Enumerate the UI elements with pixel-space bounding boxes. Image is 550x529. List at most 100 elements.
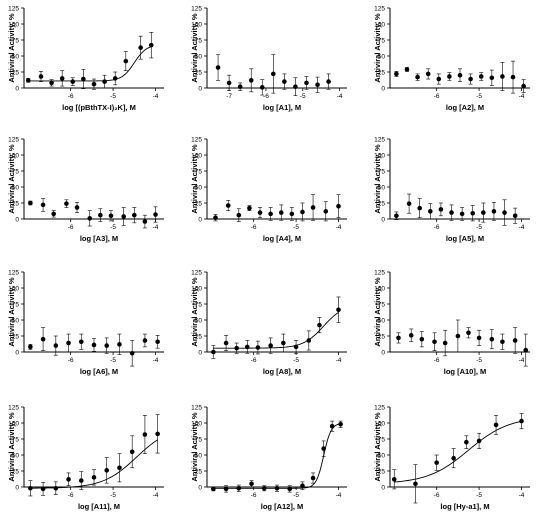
y-tick-label: 75: [12, 301, 20, 308]
y-axis-title: Antiviral Activity, %: [7, 412, 16, 482]
y-tick-label: 0: [381, 484, 385, 491]
data-point: [478, 74, 484, 79]
data-point: [155, 339, 160, 345]
x-axis-title: log [A10], M: [444, 367, 487, 376]
plot-area: 0 25 50 75 100 125 -6 -5 -4: [374, 269, 530, 367]
x-tick-label: -4: [337, 93, 343, 100]
data-point: [466, 330, 471, 336]
y-tick-label: 50: [195, 317, 203, 324]
data-point: [419, 336, 425, 342]
y-tick-label: 75: [12, 37, 20, 44]
y-tick-label: 50: [378, 53, 386, 60]
data-point: [274, 485, 280, 491]
data-point: [438, 207, 444, 212]
data-point: [236, 212, 242, 218]
data-point: [104, 468, 110, 473]
x-tick-label: -5: [110, 93, 116, 100]
y-tick-label: 0: [381, 85, 385, 92]
plot-area: 0 25 50 75 100 125 -6 -5 -4: [374, 5, 530, 100]
data-point: [415, 74, 420, 80]
y-tick-label: 25: [195, 200, 203, 207]
y-tick-label: 100: [374, 420, 385, 427]
data-point: [117, 465, 122, 471]
x-tick-label: -4: [153, 492, 159, 499]
y-tick-label: 0: [198, 216, 202, 223]
y-tick-label: 0: [15, 349, 19, 356]
data-point: [237, 84, 243, 90]
y-tick-label: 50: [195, 53, 203, 60]
data-point: [78, 339, 84, 345]
y-axis-title: Antiviral Activity, %: [373, 277, 382, 347]
x-tick-label: -6: [434, 93, 440, 100]
data-point: [500, 339, 505, 345]
x-tick-label: -4: [336, 224, 342, 231]
data-point: [459, 211, 465, 217]
panel-a12: Antiviral Activity, % 0 25 50 75 100 125 -6 -5 -…: [190, 404, 347, 511]
y-tick-label: 100: [8, 420, 19, 427]
x-tick-label: -4: [153, 93, 159, 100]
data-point: [493, 422, 499, 428]
y-axis-title: Antiviral Activity, %: [190, 13, 199, 83]
y-tick-label: 50: [12, 184, 20, 191]
x-axis-title: log [A2], M: [446, 103, 484, 112]
data-point: [287, 486, 293, 492]
data-point: [468, 76, 473, 82]
data-point: [300, 483, 305, 489]
data-point: [261, 485, 267, 491]
x-axis-title: log [A12], M: [261, 502, 304, 511]
data-point: [155, 431, 160, 437]
data-point: [281, 340, 286, 346]
data-point: [293, 344, 299, 350]
data-point: [117, 342, 122, 347]
y-tick-label: 100: [374, 285, 385, 292]
y-tick-label: 25: [12, 333, 20, 340]
plot-area: 0 25 50 75 100 125 -6 -5 -4: [191, 136, 347, 231]
y-tick-label: 75: [378, 436, 386, 443]
data-point: [142, 219, 148, 224]
y-tick-label: 25: [195, 468, 203, 475]
y-tick-label: 125: [191, 5, 202, 12]
x-axis-title: log [Hy-a1], M: [440, 502, 489, 511]
data-point: [519, 418, 524, 424]
x-tick-label: -6: [68, 224, 74, 231]
data-point: [428, 209, 433, 214]
data-point: [282, 79, 287, 84]
y-tick-label: 25: [12, 200, 20, 207]
data-point: [432, 339, 437, 345]
y-axis-title: Antiviral Activity, %: [7, 13, 16, 83]
y-tick-label: 75: [378, 301, 386, 308]
data-point: [304, 80, 309, 86]
y-tick-label: 125: [374, 136, 385, 143]
data-point: [25, 78, 31, 83]
y-tick-label: 0: [198, 85, 202, 92]
panel-a5: Antiviral Activity, % 0 25 50 75 100 125 -6 -5 -…: [373, 136, 530, 243]
x-tick-label: -5: [476, 357, 482, 364]
y-tick-label: 25: [378, 69, 386, 76]
data-point: [268, 343, 273, 348]
plot-area: 0 25 50 75 100 125 -7 -6 -5 -4: [191, 5, 347, 100]
y-tick-label: 0: [15, 216, 19, 223]
x-axis-title: log [A1], M: [263, 103, 301, 112]
plot-area: 0 25 50 75 100 125 -6 -5 -4: [191, 269, 347, 364]
y-tick-label: 100: [191, 152, 202, 159]
x-tick-label: -4: [336, 492, 342, 499]
data-point: [442, 340, 448, 346]
x-tick-label: -6: [68, 93, 74, 100]
x-tick-label: -4: [153, 357, 159, 364]
data-point: [502, 210, 507, 215]
y-tick-label: 125: [374, 269, 385, 276]
y-tick-label: 75: [195, 436, 203, 443]
data-point: [317, 322, 322, 328]
plot-area: 0 25 50 75 100 125 -6 -5 -4: [8, 136, 164, 231]
data-point: [249, 481, 254, 487]
plot-area: 0 25 50 75 100 125 -6 -5 -4: [8, 5, 164, 100]
data-point: [455, 333, 461, 339]
data-point: [338, 421, 343, 427]
y-tick-label: 100: [374, 21, 385, 28]
data-point: [329, 423, 335, 429]
data-point: [394, 71, 399, 77]
x-tick-label: -5: [476, 93, 482, 100]
data-point: [49, 80, 54, 86]
x-tick-label: -5: [293, 224, 299, 231]
